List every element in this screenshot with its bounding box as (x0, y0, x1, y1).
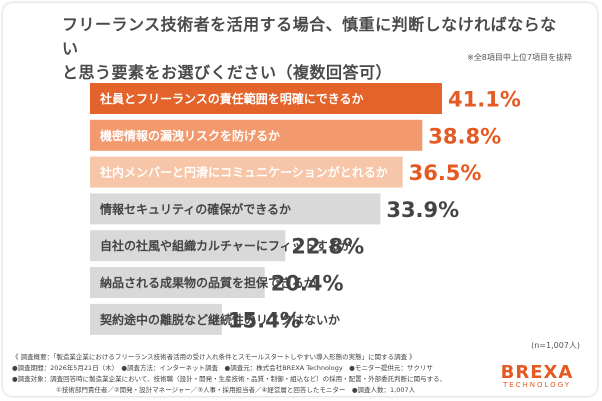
bar-6 (90, 267, 265, 298)
footer-line-4: ①技術部門責任者／②開発・設計マネージャー／③人事・採用担当者／④経営層と回答し… (56, 386, 416, 394)
chart-note: ※全8項目中上位7項目を抜粋 (467, 53, 572, 62)
category-label-5: 自社の社風や組織カルチャーにフィットするか (100, 238, 352, 253)
value-label-6: 20.4% (271, 272, 344, 296)
logo-brand: BREXA (500, 362, 574, 383)
bar-2 (90, 119, 423, 151)
category-label-7: 契約途中の離脱など継続性のリスクはないか (99, 312, 340, 327)
sample-size-label: (n=1,007人) (531, 341, 580, 350)
brexa-logo: BREXA TECHNOLOGY (488, 362, 586, 389)
bar-1 (90, 83, 442, 114)
value-label-3: 36.5% (409, 161, 482, 185)
bar-5 (90, 230, 286, 262)
value-label-5: 22.8% (291, 235, 364, 259)
footer-line-2: ●調査期間：2026年5月21日（木） ●調査方法：インターネット調査 ●調査元… (12, 364, 433, 372)
value-label-4: 33.9% (386, 198, 459, 222)
bar-7 (90, 303, 222, 335)
bar-3 (90, 156, 403, 188)
category-label-2: 機密情報の漏洩リスクを防げるか (100, 128, 280, 143)
category-label-4: 情報セキュリティの確保ができるか (100, 201, 291, 216)
logo-sub: TECHNOLOGY (502, 381, 572, 389)
chart-title: フリーランス技術者を活用する場合、慎重に判断しなければならない と思う要素をお選… (62, 13, 572, 85)
title-line-1: フリーランス技術者を活用する場合、慎重に判断しなければならない (62, 15, 557, 58)
category-label-3: 社内メンバーと円滑にコミュニケーションがとれるか (99, 165, 388, 180)
category-label-6: 納品される成果物の品質を担保できるか (100, 275, 316, 290)
footer-line-3: ●調査対象：調査回答時に製造業企業において、技術職（設計・開発・生産技術・品質・… (12, 375, 447, 383)
value-label-1: 41.1% (448, 88, 521, 112)
footer-line-1: 《 調査概要：「製造業企業におけるフリーランス技術者活用の受け入れ条件とスモール… (12, 353, 416, 361)
value-label-7: 15.4% (228, 308, 301, 332)
bar-4 (90, 193, 381, 225)
category-label-1: 社員とフリーランスの責任範囲を明確にできるか (99, 91, 364, 106)
value-label-2: 38.8% (428, 124, 501, 148)
survey-footer: 《 調査概要：「製造業企業におけるフリーランス技術者活用の受け入れ条件とスモール… (12, 352, 482, 396)
title-line-2: と思う要素をお選びください（複数回答可） (62, 63, 393, 82)
